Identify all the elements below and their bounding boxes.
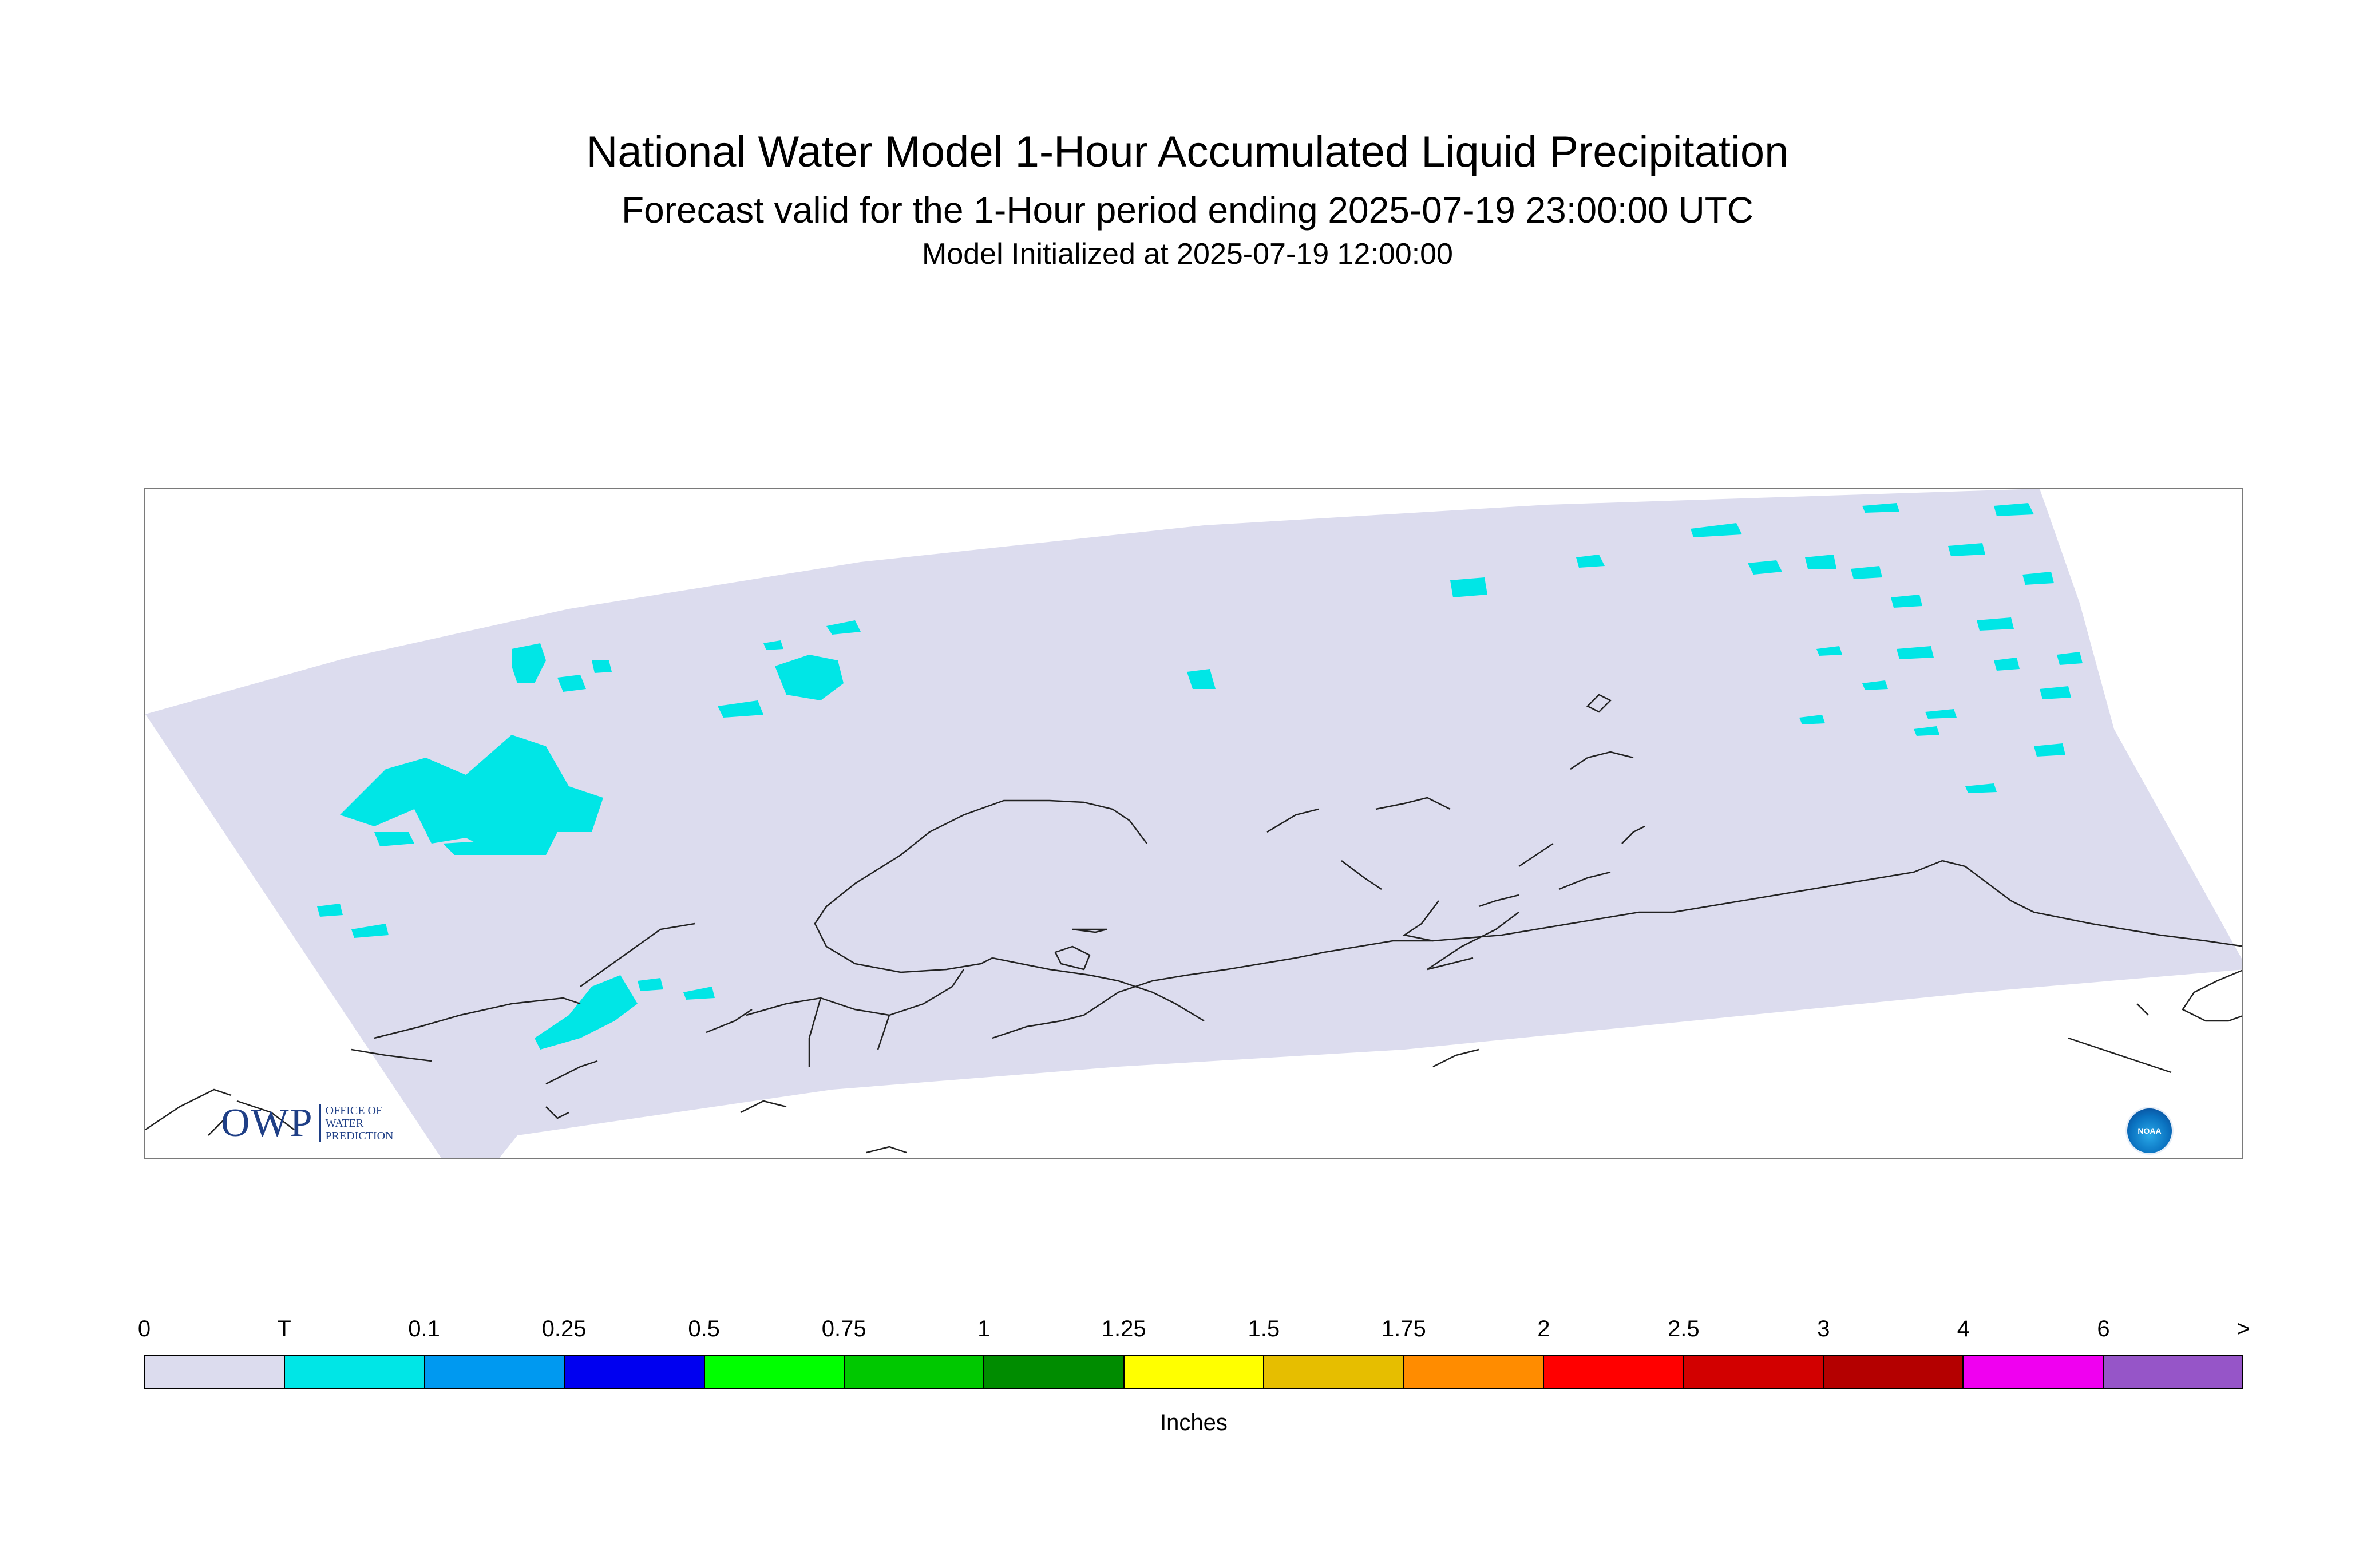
owp-logo-line: PREDICTION (325, 1130, 394, 1142)
owp-logo-line: WATER (325, 1117, 364, 1130)
legend-tick-label: 1.25 (1101, 1316, 1146, 1341)
legend-swatch (1124, 1356, 1265, 1388)
forecast-valid-subtitle: Forecast valid for the 1-Hour period end… (621, 189, 1754, 231)
legend-tick-label: 2.5 (1668, 1316, 1700, 1341)
model-domain-area (145, 489, 2242, 1158)
noaa-logo-text: NOAA (2138, 1126, 2162, 1135)
precipitation-map: OWP OFFICE OF WATER PREDICTION NOAA (144, 488, 2243, 1159)
map-title: National Water Model 1-Hour Accumulated … (586, 128, 1789, 176)
legend-swatch (1964, 1356, 2104, 1388)
color-legend: 0 T 0.1 0.25 0.5 0.75 1 1.25 1.5 1.75 2 2.5 3 4 6 > Inc… (138, 1316, 2250, 1442)
legend-swatch (1684, 1356, 1824, 1388)
legend-tick-label: 0.25 (541, 1316, 587, 1341)
legend-swatch (285, 1356, 425, 1388)
legend-tick-label: 0.75 (821, 1316, 866, 1341)
legend-tick-label: 2 (1537, 1316, 1550, 1341)
noaa-logo-icon: NOAA (2125, 1107, 2174, 1155)
legend-swatch (145, 1356, 286, 1388)
legend-tick-label: 0.5 (688, 1316, 720, 1341)
legend-swatch (704, 1356, 845, 1388)
legend-units-label: Inches (1160, 1410, 1228, 1435)
legend-tick-label: > (2237, 1316, 2250, 1341)
model-init-subtitle: Model Initialized at 2025-07-19 12:00:00 (922, 237, 1453, 271)
legend-tick-label: 1.75 (1381, 1316, 1426, 1341)
legend-tick-label: 0.1 (408, 1316, 440, 1341)
owp-logo-mark: OWP (221, 1101, 314, 1145)
legend-swatch (2103, 1356, 2243, 1388)
owp-logo-line: OFFICE OF (325, 1104, 383, 1117)
owp-logo-text: OFFICE OF WATER PREDICTION (319, 1104, 394, 1142)
legend-tick-label: 1 (977, 1316, 991, 1341)
legend-tick-label: 0 (137, 1316, 151, 1341)
legend-tick-label: 3 (1817, 1316, 1830, 1341)
legend-swatch (1264, 1356, 1404, 1388)
legend-swatch (1544, 1356, 1684, 1388)
trace-precipitation-areas (317, 503, 2083, 1050)
owp-logo: OWP OFFICE OF WATER PREDICTION (221, 1101, 394, 1145)
legend-swatch (1823, 1356, 1964, 1388)
legend-tick-label: 1.5 (1248, 1316, 1280, 1341)
legend-swatch (565, 1356, 705, 1388)
legend-swatch (1404, 1356, 1545, 1388)
legend-tick-label: 6 (2097, 1316, 2110, 1341)
legend-swatch (425, 1356, 565, 1388)
coastlines (145, 694, 2242, 1154)
legend-tick-label: 4 (1957, 1316, 1970, 1341)
legend-tick-label: T (277, 1316, 291, 1341)
legend-swatch (845, 1356, 985, 1388)
legend-color-bar (144, 1355, 2243, 1389)
legend-swatch (984, 1356, 1125, 1388)
